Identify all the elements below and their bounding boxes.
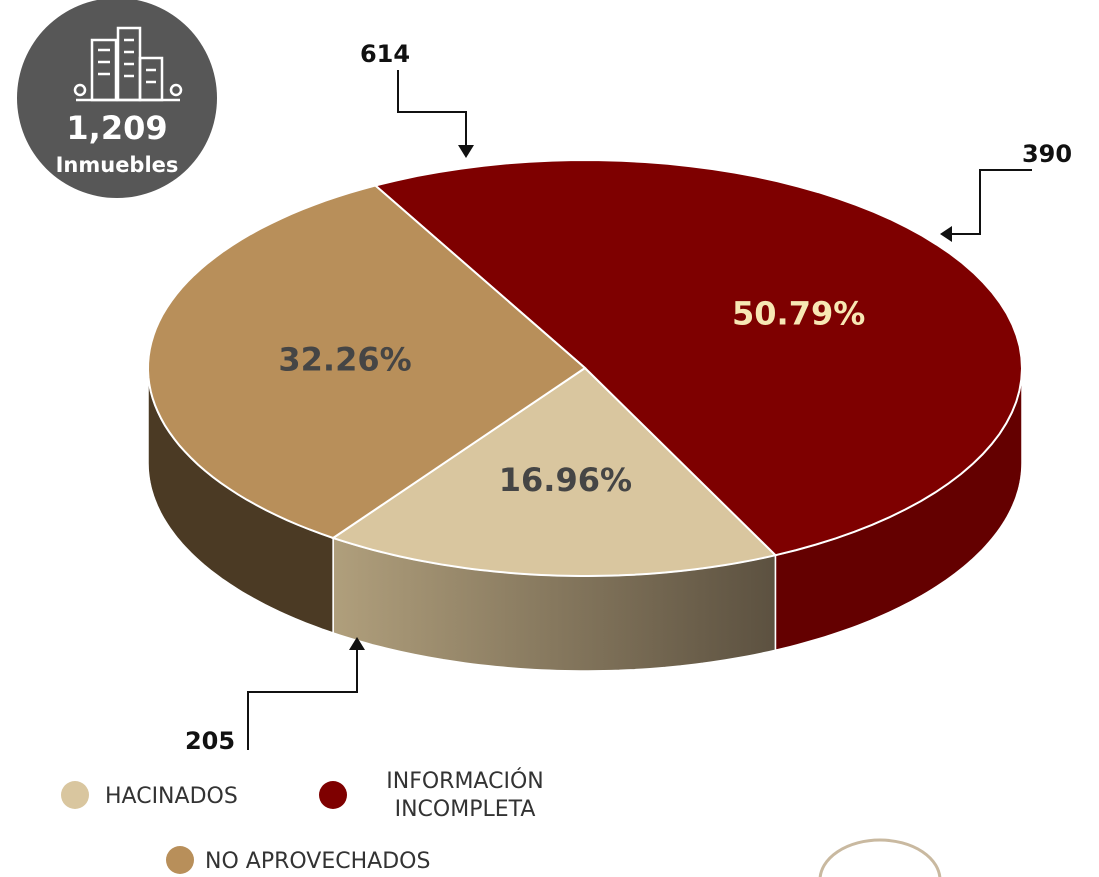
callout-arrows bbox=[247, 70, 1032, 750]
slice bbox=[146, 184, 587, 540]
count-label: 205 bbox=[185, 727, 235, 755]
count-label: 390 bbox=[1022, 140, 1072, 168]
slice-label: 32.26% bbox=[278, 340, 411, 378]
total-value: 1,209 bbox=[66, 109, 167, 147]
slice-label: 50.79% bbox=[732, 295, 865, 333]
legend-swatch bbox=[166, 846, 194, 874]
legend-label: INFORMACIÓN INCOMPLETA bbox=[386, 769, 544, 822]
slice bbox=[373, 158, 1024, 557]
total-unit: Inmuebles bbox=[56, 153, 179, 177]
arrowheads bbox=[349, 145, 952, 650]
building-icon bbox=[73, 26, 183, 102]
count-label: 614 bbox=[360, 40, 410, 68]
slice-label: 16.96% bbox=[499, 461, 632, 499]
seal bbox=[818, 838, 942, 877]
legend-label: NO APROVECHADOS bbox=[205, 849, 431, 874]
legend-swatch bbox=[61, 781, 89, 809]
pie bbox=[146, 158, 1024, 672]
slice bbox=[330, 366, 778, 577]
legend-swatch bbox=[319, 781, 347, 809]
legend-label: HACINADOS bbox=[105, 784, 238, 809]
